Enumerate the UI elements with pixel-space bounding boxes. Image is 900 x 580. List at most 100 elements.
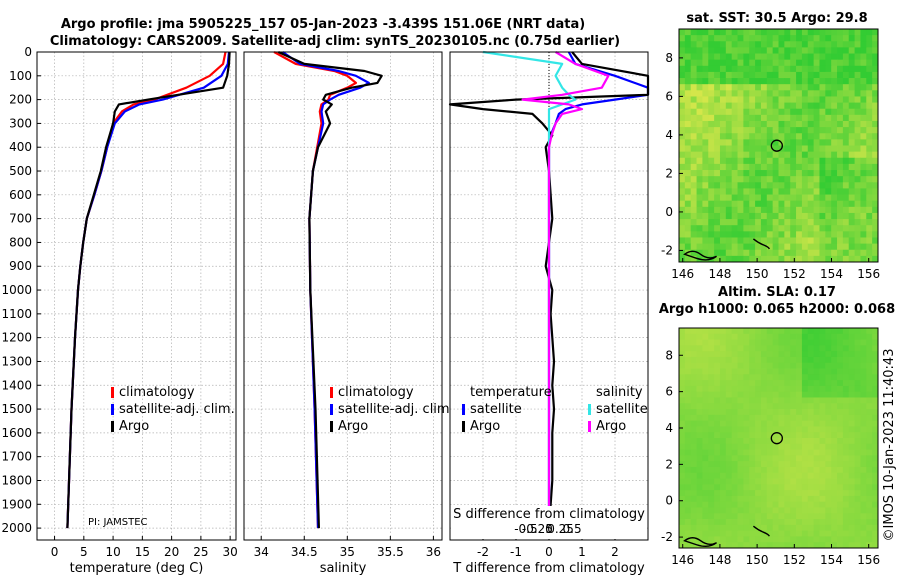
heatmap-cell — [860, 409, 867, 416]
heatmap-cell — [784, 219, 791, 226]
heatmap-cell — [749, 374, 756, 381]
heatmap-cell — [866, 403, 873, 410]
heatmap-cell — [731, 212, 738, 220]
heatmap-cell — [755, 71, 762, 79]
heatmap-cell — [778, 219, 785, 226]
heatmap-cell — [719, 443, 727, 450]
heatmap-cell — [684, 339, 692, 346]
heatmap-cell — [784, 157, 791, 165]
heatmap-cell — [848, 513, 855, 520]
heatmap-cell — [784, 237, 791, 244]
heatmap-cell — [772, 345, 779, 352]
heatmap-cell — [790, 84, 797, 91]
heatmap-cell — [848, 102, 855, 110]
heatmap-cell — [772, 114, 779, 122]
heatmap-cell — [719, 409, 727, 416]
heatmap-cell — [819, 530, 826, 537]
heatmap-cell — [848, 356, 855, 364]
heatmap-cell — [749, 432, 756, 439]
heatmap-cell — [860, 380, 867, 387]
heatmap-cell — [813, 391, 820, 398]
heatmap-cell — [866, 438, 873, 445]
heatmap-cell — [825, 519, 832, 526]
heatmap-cell — [696, 524, 703, 532]
heatmap-cell — [813, 29, 820, 36]
heatmap-cell — [755, 41, 762, 48]
heatmap-cell — [796, 368, 803, 375]
heatmap-cell — [760, 157, 768, 165]
heatmap-cell — [819, 426, 826, 433]
heatmap-cell — [801, 200, 809, 208]
heatmap-cell — [837, 170, 844, 177]
heatmap-cell — [831, 35, 838, 42]
heatmap-cell — [702, 368, 709, 375]
heatmap-cell — [731, 397, 738, 404]
heatmap-cell — [702, 225, 709, 232]
heatmap-cell — [848, 255, 855, 263]
heatmap-cell — [790, 466, 797, 474]
heatmap-cell — [719, 513, 727, 520]
heatmap-cell — [778, 237, 785, 244]
heatmap-cell — [708, 519, 715, 526]
heatmap-cell — [831, 362, 838, 369]
heatmap-cell — [690, 333, 697, 340]
map-y-tick-label-sla_map: 0 — [665, 494, 673, 508]
heatmap-cell — [842, 362, 850, 369]
heatmap-cell — [725, 490, 733, 497]
heatmap-cell — [831, 219, 838, 226]
heatmap-cell — [831, 47, 838, 54]
heatmap-cell — [790, 59, 797, 67]
heatmap-cell — [790, 426, 797, 433]
heatmap-cell — [866, 513, 873, 520]
x-tick-label-tdiff: 1 — [578, 545, 586, 559]
heatmap-cell — [825, 478, 832, 485]
heatmap-cell — [760, 35, 768, 42]
heatmap-cell — [860, 237, 867, 244]
heatmap-cell — [737, 120, 744, 128]
heatmap-cell — [702, 35, 709, 42]
heatmap-cell — [801, 225, 809, 232]
heatmap-cell — [860, 438, 867, 445]
map-y-tick-label-sst_map: 4 — [665, 128, 673, 142]
heatmap-cell — [854, 170, 861, 177]
heatmap-cell — [801, 490, 809, 497]
heatmap-cell — [702, 455, 709, 462]
heatmap-cell — [766, 139, 774, 146]
heatmap-cell — [760, 449, 768, 456]
heatmap-cell — [766, 78, 774, 85]
coastline-sla_map — [752, 525, 771, 537]
heatmap-cell — [714, 443, 721, 450]
heatmap-cell — [866, 237, 873, 244]
heatmap-cell — [842, 41, 850, 48]
heatmap-cell — [807, 385, 815, 393]
heatmap-cell — [760, 53, 768, 61]
heatmap-cell — [807, 182, 815, 189]
heatmap-cell — [796, 420, 803, 427]
heatmap-cell — [819, 391, 826, 398]
heatmap-cell — [778, 188, 785, 195]
heatmap-cell — [679, 41, 686, 48]
heatmap-cell — [801, 536, 809, 543]
heatmap-cell — [796, 163, 803, 171]
heatmap-cell — [714, 243, 721, 251]
heatmap-cell — [842, 108, 850, 116]
heatmap-cell — [760, 114, 768, 122]
heatmap-cell — [784, 362, 791, 369]
heatmap-cell — [772, 391, 779, 398]
heatmap-cell — [725, 163, 733, 171]
heatmap-cell — [766, 478, 774, 485]
heatmap-cell — [784, 385, 791, 393]
heatmap-cell — [737, 374, 744, 381]
heatmap-cell — [772, 78, 779, 85]
heatmap-cell — [796, 84, 803, 91]
heatmap-cell — [772, 182, 779, 189]
heatmap-cell — [760, 472, 768, 479]
heatmap-cell — [766, 438, 774, 445]
heatmap-cell — [796, 96, 803, 103]
heatmap-cell — [784, 29, 791, 36]
heatmap-cell — [784, 78, 791, 85]
heatmap-cell — [725, 96, 733, 103]
heatmap-cell — [831, 163, 838, 171]
heatmap-cell — [854, 212, 861, 220]
heatmap-cell — [725, 362, 733, 369]
